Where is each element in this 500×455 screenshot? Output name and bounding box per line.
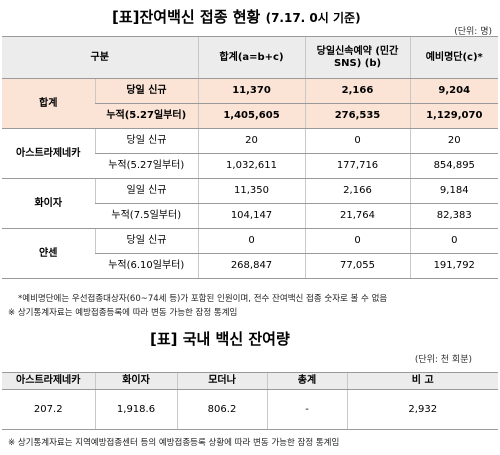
- row-label: 누적(5.27일부터): [95, 103, 198, 129]
- cell: 1,918.6: [94, 389, 177, 430]
- column-header: 아스트라제네카: [2, 372, 95, 390]
- subtitle: (7.17. 0시 기준): [265, 11, 361, 25]
- cell: 2,166: [304, 178, 410, 204]
- table: 구분 합계(a=b+c) 당일신속예약 (민간SNS) (b) 예비명단(c)* 합계 당…: [2, 36, 498, 279]
- cell: 1,129,070: [409, 103, 498, 129]
- unit: (단위: 천 회분): [414, 355, 472, 365]
- cell: 854,895: [409, 153, 498, 179]
- row-label: 누적(6.10일부터): [95, 253, 198, 279]
- cell: 2,166: [304, 78, 410, 104]
- cell: 82,383: [409, 203, 498, 229]
- cell: 0: [304, 128, 410, 154]
- cell: 1,032,611: [197, 153, 305, 179]
- column-header: 총계: [266, 372, 347, 390]
- row: 아스트라제네카 당일 신규 20 0 20: [2, 128, 498, 179]
- cell: 21,764: [304, 203, 410, 229]
- row: 합계 당일 신규 11,370 2,166 9,204: [2, 78, 498, 129]
- title-block: [표]잔여백신 접종 현황 (7.17. 0시 기준): [112, 6, 361, 27]
- table: 아스트라제네카 화이자 모더나 총계 비 고 207.2 1,918.6 806.2-2,93…: [2, 372, 498, 430]
- group-label: 화이자: [2, 178, 95, 229]
- cell: 1,405,605: [197, 103, 305, 129]
- cell: 0: [304, 228, 410, 254]
- note: ※ 상기통계자료는 예방접종등록에 따라 변동 가능한 잠정 통계임: [8, 308, 238, 318]
- group-label: 얀센: [2, 228, 95, 279]
- column-header: 화이자: [94, 372, 177, 390]
- column-header: 합계(a=b+c): [197, 36, 305, 79]
- cell: 207.2: [2, 389, 95, 430]
- row-label: 당일 신규: [94, 78, 198, 104]
- row: 누적(6.10일부터) 268,847 77,055 191,792: [2, 253, 498, 279]
- cell: 0: [197, 228, 305, 254]
- column-header: 모더나: [176, 372, 267, 390]
- header-row: 구분 합계(a=b+c) 당일신속예약 (민간SNS) (b) 예비명단(c)*: [2, 36, 498, 79]
- cell: 20: [197, 128, 305, 154]
- row-label: 당일 신규: [94, 228, 198, 254]
- cell: 268,847: [197, 253, 305, 279]
- note: *예비명단에는 우선접종대상자(60~74세 등)가 포함된 인원이며, 전수 …: [18, 294, 388, 304]
- row-label: 누적(7.5일부터): [95, 203, 198, 229]
- note: ※ 상기통계자료는 지역예방접종센터 등의 예방접종등록 상황에 따라 변동 가…: [8, 438, 340, 448]
- cell: -: [266, 389, 347, 430]
- cell: 104,147: [197, 203, 305, 229]
- row-label: 당일 신규: [94, 128, 198, 154]
- row: 얀센 당일 신규 0 0 0: [2, 228, 498, 279]
- row: 207.2 1,918.6 806.2-2,932: [2, 389, 498, 430]
- row: 누적(5.27일부터) 1,032,611 177,716 854,895: [2, 153, 498, 179]
- unit: (단위: 명): [454, 27, 492, 37]
- title: [표] 국내 백신 잔여량: [150, 330, 290, 348]
- header-row: 아스트라제네카 화이자 모더나 총계 비 고: [2, 372, 498, 390]
- cell: 77,055: [304, 253, 410, 279]
- cell: 11,370: [197, 78, 305, 104]
- column-header: 예비명단(c)*: [409, 36, 498, 79]
- cell: 177,716: [304, 153, 410, 179]
- row-label: 누적(5.27일부터): [95, 153, 198, 179]
- row-label: 일일 신규: [94, 178, 198, 204]
- cell: 11,350: [197, 178, 305, 204]
- column-header: 구분: [2, 36, 198, 79]
- column-header: 비 고: [346, 372, 498, 390]
- group-label: 아스트라제네카: [2, 128, 95, 179]
- group-label: 합계: [2, 78, 95, 129]
- cell: 9,204: [409, 78, 498, 104]
- cell: 806.2: [176, 389, 267, 430]
- cell: 2,932: [346, 389, 498, 430]
- cell: 9,184: [409, 178, 498, 204]
- cell: 20: [409, 128, 498, 154]
- cell: 276,535: [304, 103, 410, 129]
- title: [표]잔여백신 접종 현황: [112, 8, 261, 26]
- cell: 0: [409, 228, 498, 254]
- row: 화이자 일일 신규 11,350 2,166 9,184: [2, 178, 498, 229]
- column-header: 당일신속예약 (민간SNS) (b): [304, 36, 410, 79]
- cell: 191,792: [409, 253, 498, 279]
